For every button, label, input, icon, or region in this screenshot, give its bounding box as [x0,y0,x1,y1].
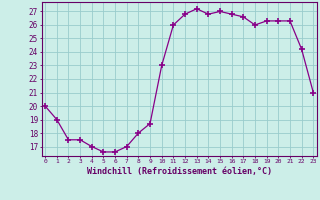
X-axis label: Windchill (Refroidissement éolien,°C): Windchill (Refroidissement éolien,°C) [87,167,272,176]
